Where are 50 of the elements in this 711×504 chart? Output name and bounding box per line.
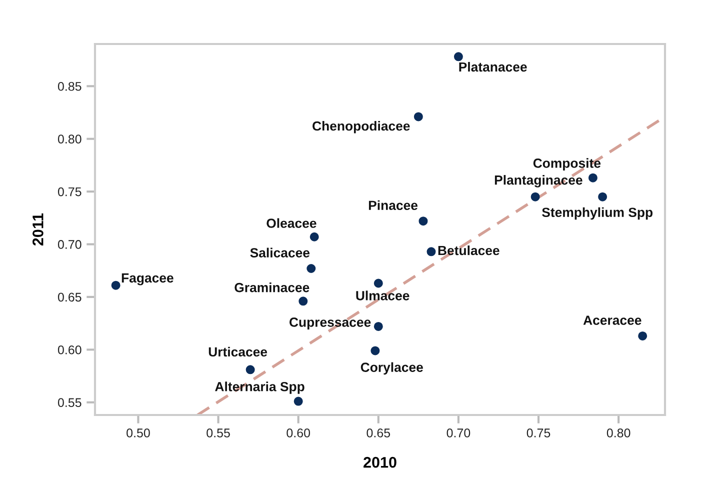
annotation: Corylacee <box>360 362 423 375</box>
annotation: Fagacee <box>122 273 174 286</box>
annotation: Urticacee <box>208 346 268 357</box>
point <box>598 192 608 202</box>
annotation: Platanacee <box>459 62 527 72</box>
y-tick-label: 0.55 <box>58 398 82 408</box>
point <box>426 247 436 256</box>
point <box>310 232 319 242</box>
point <box>418 216 428 226</box>
x-tick-label: 0.75 <box>526 428 550 438</box>
annotation: Aceracee <box>583 316 642 325</box>
annotation: Chenopodiacee <box>312 120 410 134</box>
point <box>414 112 423 122</box>
point <box>374 322 383 331</box>
point <box>588 173 598 182</box>
y-tick-label: 0.80 <box>58 134 82 144</box>
annotation: Pinacee <box>368 200 418 210</box>
annotation: Betulacee <box>438 245 500 256</box>
point <box>111 280 120 290</box>
point <box>298 296 308 306</box>
y-tick-label: 0.65 <box>58 292 82 302</box>
x-axis-title: 2010 <box>364 456 396 468</box>
x-tick-label: 0.50 <box>126 428 150 438</box>
y-tick-label: 0.85 <box>58 82 82 91</box>
annotation: Stemphylium Spp <box>542 207 653 220</box>
y-tick-label: 0.60 <box>58 345 82 354</box>
x-tick-label: 0.65 <box>366 428 390 438</box>
annotation: Composite <box>533 158 601 170</box>
x-tick-label: 0.60 <box>286 428 310 438</box>
point <box>454 52 463 62</box>
point <box>370 346 380 356</box>
y-tick-label: 0.70 <box>58 240 82 249</box>
point <box>530 192 540 202</box>
point <box>246 365 255 374</box>
annotation: Graminacee <box>234 282 310 292</box>
x-tick-label: 0.80 <box>606 428 630 438</box>
annotation: Salicacee <box>250 248 310 258</box>
annotation: Oleacee <box>266 218 316 228</box>
point <box>306 264 316 273</box>
point <box>638 331 648 340</box>
annotation: Ulmacee <box>356 290 410 300</box>
point <box>294 396 303 406</box>
annotation: Plantaginacee <box>494 175 582 188</box>
x-tick-label: 0.55 <box>206 428 230 438</box>
y-tick-label: 0.75 <box>58 187 82 196</box>
annotation: Cupressacee <box>290 318 371 330</box>
y-axis-title: 2011 <box>32 213 44 246</box>
point <box>374 278 383 288</box>
x-tick-label: 0.70 <box>446 428 470 438</box>
annotation: Alternaria Spp <box>215 382 304 394</box>
